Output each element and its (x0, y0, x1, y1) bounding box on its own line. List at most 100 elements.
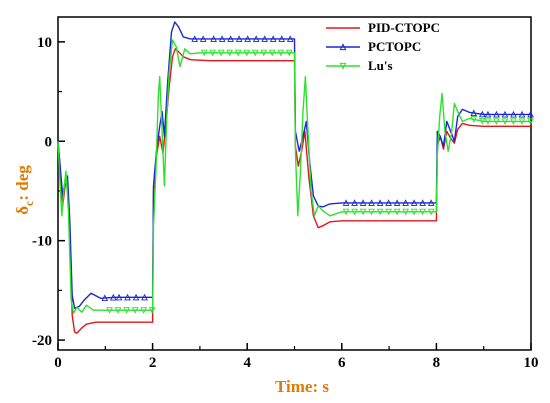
series-marker (501, 118, 509, 125)
y-axis-title-rest: : deg (13, 165, 32, 201)
series-marker (478, 110, 486, 118)
y-tick-labels: -20 -10 0 10 (32, 35, 52, 349)
legend-marker (339, 43, 347, 51)
series-marker (351, 199, 358, 206)
series-marker (110, 293, 117, 301)
series-2 (57, 21, 534, 309)
series-marker (124, 293, 131, 301)
legend-item: Lu's (326, 58, 393, 73)
series-marker (510, 118, 517, 125)
series-marker (527, 110, 534, 118)
series-marker (493, 118, 500, 125)
series-marker (123, 307, 130, 314)
series-marker (368, 199, 375, 206)
y-axis-title: δc: deg (13, 165, 36, 215)
series-marker (226, 49, 234, 57)
legend-label: Lu's (368, 58, 393, 73)
series-marker (251, 49, 259, 57)
series-marker (402, 199, 409, 206)
axis-ticks (57, 41, 532, 350)
x-tick-label: 0 (54, 355, 62, 371)
series-marker (210, 35, 217, 42)
series-marker (217, 49, 225, 57)
series-marker (278, 35, 286, 42)
series-marker (359, 199, 367, 206)
series-marker (427, 199, 435, 206)
series-marker (286, 35, 294, 42)
series-marker (140, 307, 147, 314)
series-marker (342, 208, 350, 216)
series-marker (261, 35, 269, 42)
series-marker (191, 35, 199, 42)
plot-area (57, 16, 534, 351)
series-marker (277, 49, 285, 57)
series-3 (57, 39, 534, 314)
series-marker (260, 49, 268, 57)
series-marker (285, 49, 293, 57)
series-marker (518, 118, 526, 125)
series-marker (359, 208, 367, 216)
legend-marker (339, 62, 347, 70)
series-marker (209, 49, 216, 57)
x-tick-labels: 0 2 4 6 8 10 (54, 355, 538, 371)
series-marker (402, 208, 409, 216)
series-marker (419, 199, 427, 206)
y-tick-label: 0 (45, 134, 53, 150)
x-tick-label: 10 (524, 355, 539, 371)
series-marker (227, 35, 234, 42)
series-marker (478, 118, 486, 125)
x-tick-label: 4 (243, 355, 251, 371)
series-marker (200, 49, 208, 57)
series-marker (376, 199, 384, 206)
x-axis-title: Time: s (275, 377, 329, 396)
series-marker (470, 116, 478, 123)
series-marker (101, 294, 109, 302)
series-marker (132, 293, 140, 301)
series-marker (419, 208, 427, 216)
series-marker (235, 35, 243, 42)
series-line (57, 39, 531, 314)
series-marker (385, 199, 392, 206)
series-marker (106, 307, 113, 314)
y-tick-label: 10 (37, 35, 52, 51)
series-1 (57, 48, 531, 334)
series-marker (269, 35, 277, 42)
series-marker (114, 307, 122, 314)
series-marker (510, 110, 517, 118)
y-tick-label: -10 (32, 234, 52, 250)
legend-item: PID-CTOPC (326, 20, 440, 35)
series-line (57, 21, 531, 309)
x-tick-label: 2 (149, 355, 157, 371)
series-marker (410, 208, 418, 216)
series-marker (393, 199, 401, 206)
series-line (57, 48, 531, 334)
series-marker (484, 118, 492, 125)
series-marker (218, 35, 226, 42)
series-marker (244, 35, 252, 42)
series-marker (470, 109, 478, 117)
x-tick-label: 8 (433, 355, 441, 371)
x-tick-label: 6 (338, 355, 346, 371)
legend-item: PCTOPC (326, 39, 421, 54)
series-marker (385, 208, 392, 216)
series-marker (342, 199, 350, 206)
series-marker (518, 110, 526, 118)
series-marker (148, 307, 156, 314)
series-marker (427, 208, 435, 216)
y-axis-title-sub: c (22, 200, 36, 206)
series-marker (268, 49, 276, 57)
y-axis-title-main: δ (13, 206, 32, 215)
series-group (57, 21, 534, 334)
series-marker (351, 208, 358, 216)
y-tick-label: -20 (32, 333, 52, 349)
series-marker (410, 199, 418, 206)
series-marker (141, 293, 148, 301)
series-marker (115, 293, 123, 301)
series-marker (243, 49, 251, 57)
series-marker (252, 35, 260, 42)
series-marker (368, 208, 375, 216)
legend-label: PID-CTOPC (368, 20, 440, 35)
series-marker (493, 110, 500, 118)
legend-label: PCTOPC (368, 39, 421, 54)
